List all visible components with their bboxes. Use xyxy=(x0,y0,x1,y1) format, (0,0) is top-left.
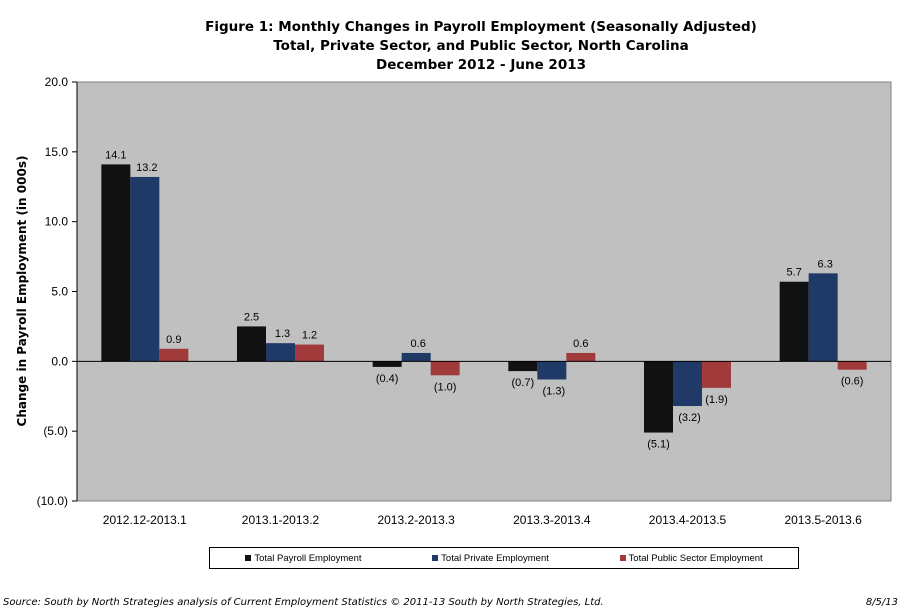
chart-subtitle-2: December 2012 - June 2013 xyxy=(375,57,586,73)
y-tick-label: (10.0) xyxy=(37,494,68,508)
legend-item-public-sector: Total Public Sector Employment xyxy=(619,552,763,564)
bar xyxy=(644,361,673,433)
data-label: (0.6) xyxy=(841,376,864,388)
bar xyxy=(702,361,731,388)
data-label: (1.0) xyxy=(434,381,457,393)
chart-title: Figure 1: Monthly Changes in Payroll Emp… xyxy=(205,19,757,35)
bar xyxy=(295,344,324,362)
data-label: 2.5 xyxy=(244,311,259,323)
x-tick-label: 2012.12-2013.1 xyxy=(103,513,187,527)
data-label: (5.1) xyxy=(647,439,670,451)
bar xyxy=(779,281,809,362)
y-tick-label: 20.0 xyxy=(45,75,69,89)
bar xyxy=(508,361,538,372)
x-tick-label: 2013.5-2013.6 xyxy=(784,513,862,527)
bar xyxy=(372,361,402,367)
bar xyxy=(537,361,567,380)
bar xyxy=(130,176,160,362)
x-tick-label: 2013.4-2013.5 xyxy=(649,513,727,527)
bar xyxy=(566,352,596,362)
bar xyxy=(237,326,266,362)
legend-label-total-private: Total Private Employment xyxy=(441,552,549,564)
data-label: (1.3) xyxy=(543,385,566,397)
legend-swatch-total-payroll xyxy=(245,555,252,561)
source-note: Source: South by North Strategies analys… xyxy=(3,597,604,608)
chart-subtitle-1: Total, Private Sector, and Public Sector… xyxy=(273,38,689,54)
data-label: 5.7 xyxy=(787,267,802,279)
bar xyxy=(401,352,431,362)
bar xyxy=(101,164,131,362)
data-label: 6.3 xyxy=(818,258,833,270)
y-axis-label: Change in Payroll Employment (in 000s) xyxy=(15,156,29,427)
plot-background xyxy=(76,81,892,502)
y-tick-label: 5.0 xyxy=(51,285,68,299)
chart-title-block: Figure 1: Monthly Changes in Payroll Emp… xyxy=(0,18,902,75)
data-label: 1.3 xyxy=(275,328,290,340)
legend-label-total-payroll: Total Payroll Employment xyxy=(254,552,362,564)
data-label: (1.9) xyxy=(705,394,728,406)
bar xyxy=(266,343,295,362)
data-label: 1.2 xyxy=(302,330,317,342)
legend-swatch-public-sector xyxy=(619,555,626,561)
x-tick-label: 2013.2-2013.3 xyxy=(377,513,455,527)
bar xyxy=(673,361,702,407)
footer-date: 8/5/13 xyxy=(865,597,898,608)
x-tick-label: 2013.3-2013.4 xyxy=(513,513,591,527)
y-tick-label: 0.0 xyxy=(51,354,68,368)
bar xyxy=(430,361,460,376)
data-label: 0.9 xyxy=(166,334,181,346)
bar xyxy=(837,361,867,370)
legend-item-total-payroll: Total Payroll Employment xyxy=(245,552,362,564)
data-label: (0.7) xyxy=(512,377,535,389)
y-tick-label: 10.0 xyxy=(45,215,69,229)
bar xyxy=(808,273,838,362)
data-label: (3.2) xyxy=(678,412,701,424)
y-tick-label: 15.0 xyxy=(45,145,69,159)
data-label: 14.1 xyxy=(105,149,126,161)
data-label: (0.4) xyxy=(376,373,399,385)
data-label: 0.6 xyxy=(573,338,588,350)
bar xyxy=(159,348,189,362)
legend-swatch-total-private xyxy=(432,555,439,561)
data-label: 13.2 xyxy=(136,162,157,174)
legend: Total Payroll Employment Total Private E… xyxy=(209,547,799,569)
plot-area-group: 20.0 15.0 10.0 5.0 0.0 (5.0) (10.0) 2012.12-201… xyxy=(37,75,892,527)
legend-item-total-private: Total Private Employment xyxy=(432,553,549,564)
x-tick-label: 2013.1-2013.2 xyxy=(242,513,320,527)
y-tick-label: (5.0) xyxy=(43,424,68,438)
data-label: 0.6 xyxy=(411,338,426,350)
legend-label-public-sector: Total Public Sector Employment xyxy=(628,552,763,564)
